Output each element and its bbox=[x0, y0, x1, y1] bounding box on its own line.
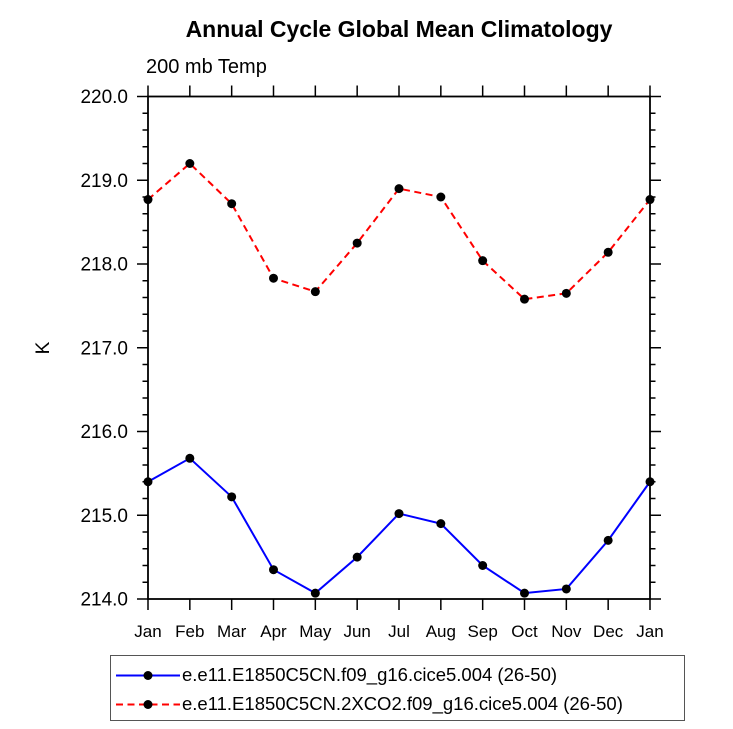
series-line-0 bbox=[147, 457, 651, 595]
x-tick-label: Jan bbox=[636, 622, 663, 641]
data-point-marker bbox=[269, 273, 278, 283]
x-tick-label: Jan bbox=[134, 622, 161, 641]
chart-title: Annual Cycle Global Mean Climatology bbox=[185, 16, 613, 42]
series-line-1 bbox=[147, 162, 651, 301]
plot-frame bbox=[147, 95, 651, 600]
data-point-marker bbox=[352, 552, 362, 562]
data-point-marker bbox=[394, 509, 404, 519]
x-tick-label: Apr bbox=[260, 622, 287, 641]
y-tick-label: 218.0 bbox=[80, 255, 128, 276]
y-tick-label: 214.0 bbox=[80, 590, 128, 611]
x-tick-label: May bbox=[299, 622, 332, 641]
data-point-marker bbox=[478, 256, 488, 266]
data-point-marker bbox=[143, 195, 153, 205]
data-point-marker bbox=[185, 453, 195, 463]
data-point-marker bbox=[603, 535, 613, 545]
data-point-marker bbox=[227, 492, 237, 502]
series-markers-0 bbox=[143, 453, 655, 598]
data-point-marker bbox=[603, 247, 613, 257]
data-point-marker bbox=[394, 184, 404, 194]
y-axis-title: K bbox=[33, 341, 54, 354]
y-tick-label: 215.0 bbox=[80, 506, 128, 527]
data-point-marker bbox=[478, 561, 488, 570]
x-tick-label: Sep bbox=[468, 622, 498, 641]
data-point-marker bbox=[185, 159, 195, 168]
data-point-marker bbox=[310, 287, 320, 297]
y-axis bbox=[137, 95, 661, 600]
legend-line-sample-solid bbox=[116, 670, 180, 680]
data-point-marker bbox=[520, 588, 529, 598]
x-tick-label: Dec bbox=[593, 622, 624, 641]
x-tick-label: Mar bbox=[217, 622, 247, 641]
data-point-marker bbox=[561, 288, 571, 298]
data-point-marker bbox=[520, 294, 529, 304]
x-tick-label: Oct bbox=[511, 622, 538, 641]
x-tick-label: Jul bbox=[388, 622, 410, 641]
x-tick-label: Jun bbox=[343, 622, 370, 641]
x-axis-labels: Jan Feb Mar Apr May Jun Jul Aug Sep Oct Nov Dec Jan bbox=[134, 622, 663, 641]
x-axis bbox=[147, 85, 651, 610]
legend-label-2xco2: e.e11.E1850C5CN.2XCO2.f09_g16.cice5.004 … bbox=[182, 693, 623, 714]
y-tick-label: 217.0 bbox=[80, 338, 128, 359]
data-point-marker bbox=[436, 519, 446, 529]
x-tick-label: Nov bbox=[551, 622, 582, 641]
data-point-marker bbox=[269, 565, 278, 575]
legend-line-sample-dashed bbox=[116, 699, 180, 709]
x-tick-label: Feb bbox=[175, 622, 204, 641]
x-tick-label: Aug bbox=[426, 622, 456, 641]
y-tick-label: 220.0 bbox=[80, 87, 128, 108]
data-point-marker bbox=[227, 199, 237, 209]
legend-entry-2xco2: e.e11.E1850C5CN.2XCO2.f09_g16.cice5.004 … bbox=[116, 693, 623, 715]
legend-entry-control: e.e11.E1850C5CN.f09_g16.cice5.004 (26-50… bbox=[116, 664, 557, 686]
data-point-marker bbox=[561, 584, 571, 594]
y-tick-label: 219.0 bbox=[80, 171, 128, 192]
series-markers-1 bbox=[143, 159, 655, 304]
data-point-marker bbox=[645, 195, 655, 205]
data-point-marker bbox=[645, 477, 655, 487]
y-axis-labels: 214.0 215.0 216.0 217.0 218.0 219.0 220.0 bbox=[80, 87, 128, 611]
legend-label-control: e.e11.E1850C5CN.f09_g16.cice5.004 (26-50… bbox=[182, 664, 558, 685]
y-tick-label: 216.0 bbox=[80, 422, 128, 443]
chart-subtitle: 200 mb Temp bbox=[146, 56, 267, 78]
data-point-marker bbox=[310, 588, 320, 598]
legend: e.e11.E1850C5CN.f09_g16.cice5.004 (26-50… bbox=[110, 655, 685, 721]
data-point-marker bbox=[436, 192, 446, 202]
data-point-marker bbox=[143, 477, 153, 487]
data-point-marker bbox=[352, 238, 362, 248]
